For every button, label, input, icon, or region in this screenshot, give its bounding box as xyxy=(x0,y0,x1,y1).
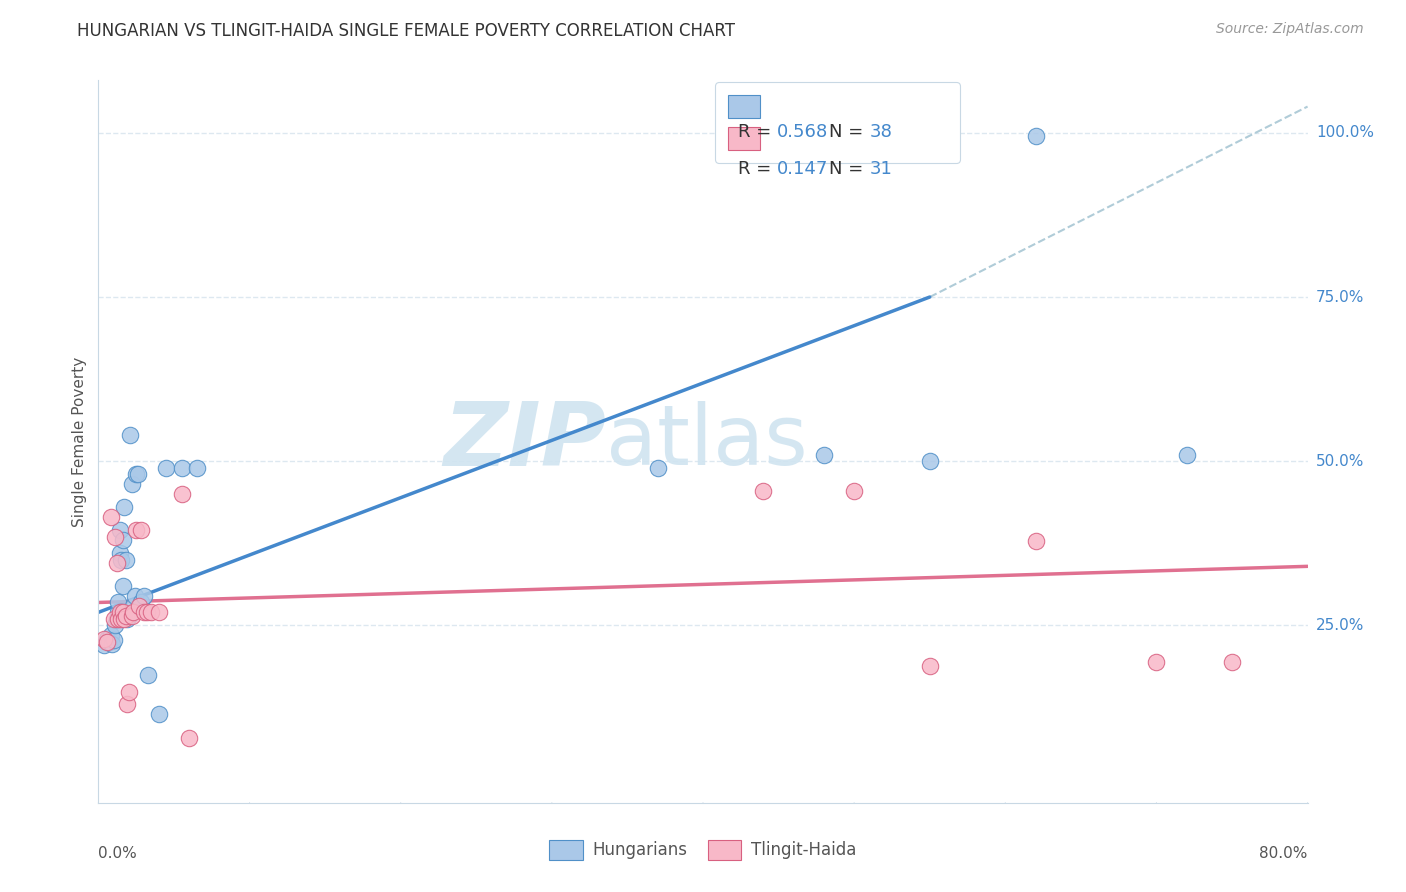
Y-axis label: Single Female Poverty: Single Female Poverty xyxy=(72,357,87,526)
Point xyxy=(127,467,149,482)
Text: N =: N = xyxy=(830,160,869,178)
Point xyxy=(129,595,152,609)
Point xyxy=(136,667,159,681)
Text: 100.0%: 100.0% xyxy=(1316,126,1374,140)
Point xyxy=(98,635,121,649)
Point xyxy=(105,556,128,570)
Text: 0.147: 0.147 xyxy=(778,160,828,178)
Point xyxy=(110,553,132,567)
Point xyxy=(1144,655,1167,669)
Point xyxy=(110,605,132,619)
Point xyxy=(111,605,134,619)
Text: 0.0%: 0.0% xyxy=(98,847,138,861)
Point xyxy=(132,605,155,619)
Text: 80.0%: 80.0% xyxy=(1260,847,1308,861)
Point xyxy=(108,605,131,619)
Point xyxy=(96,635,118,649)
Point xyxy=(124,589,146,603)
Text: ZIP: ZIP xyxy=(443,398,606,485)
Point xyxy=(148,707,170,722)
Point xyxy=(111,579,134,593)
Point xyxy=(148,605,170,619)
Point xyxy=(918,659,941,673)
Text: 31: 31 xyxy=(869,160,893,178)
Point xyxy=(114,553,136,567)
Point xyxy=(103,612,125,626)
Text: 0.568: 0.568 xyxy=(778,123,828,141)
Point xyxy=(918,454,941,468)
Point xyxy=(121,477,143,491)
Point xyxy=(128,599,150,613)
Point xyxy=(107,595,129,609)
Point xyxy=(186,460,208,475)
Point xyxy=(115,698,138,712)
Point xyxy=(129,523,152,537)
Point xyxy=(101,637,124,651)
Point xyxy=(125,523,148,537)
Text: 25.0%: 25.0% xyxy=(1316,618,1364,633)
Point xyxy=(110,612,132,626)
Point xyxy=(112,612,135,626)
Point xyxy=(135,605,157,619)
Point xyxy=(105,612,128,626)
Point xyxy=(170,460,193,475)
Point xyxy=(108,546,131,560)
Text: HUNGARIAN VS TLINGIT-HAIDA SINGLE FEMALE POVERTY CORRELATION CHART: HUNGARIAN VS TLINGIT-HAIDA SINGLE FEMALE… xyxy=(77,22,735,40)
Point xyxy=(107,612,129,626)
Point xyxy=(122,599,145,613)
Point xyxy=(813,448,835,462)
Text: atlas: atlas xyxy=(606,401,808,482)
Point xyxy=(122,605,145,619)
Point xyxy=(112,500,135,515)
Point xyxy=(111,533,134,547)
Text: Source: ZipAtlas.com: Source: ZipAtlas.com xyxy=(1216,22,1364,37)
Point xyxy=(132,589,155,603)
Point xyxy=(1024,129,1046,144)
Point xyxy=(115,612,138,626)
Point xyxy=(100,510,122,524)
Text: 50.0%: 50.0% xyxy=(1316,454,1364,468)
Point xyxy=(118,608,141,623)
Point xyxy=(1220,655,1243,669)
Point xyxy=(93,638,115,652)
Point xyxy=(1024,534,1046,549)
Point xyxy=(100,628,122,642)
Text: 38: 38 xyxy=(869,123,893,141)
Point xyxy=(104,530,127,544)
Point xyxy=(118,685,141,699)
Point xyxy=(170,487,193,501)
Point xyxy=(114,608,136,623)
Point xyxy=(120,428,142,442)
Point xyxy=(103,632,125,647)
Legend: Hungarians, Tlingit-Haida: Hungarians, Tlingit-Haida xyxy=(543,833,863,867)
Text: N =: N = xyxy=(830,123,869,141)
Point xyxy=(155,460,177,475)
Point xyxy=(104,618,127,632)
Point xyxy=(141,605,163,619)
Point xyxy=(121,608,143,623)
Point xyxy=(752,483,775,498)
Point xyxy=(107,605,129,619)
Text: R =: R = xyxy=(738,123,778,141)
Point xyxy=(1175,448,1198,462)
Point xyxy=(844,483,866,498)
Text: R =: R = xyxy=(738,160,778,178)
Point xyxy=(125,467,148,482)
Text: 75.0%: 75.0% xyxy=(1316,290,1364,304)
Point xyxy=(647,460,669,475)
Point xyxy=(93,632,115,646)
Point xyxy=(108,523,131,537)
Point xyxy=(179,731,201,746)
Point xyxy=(96,632,118,646)
